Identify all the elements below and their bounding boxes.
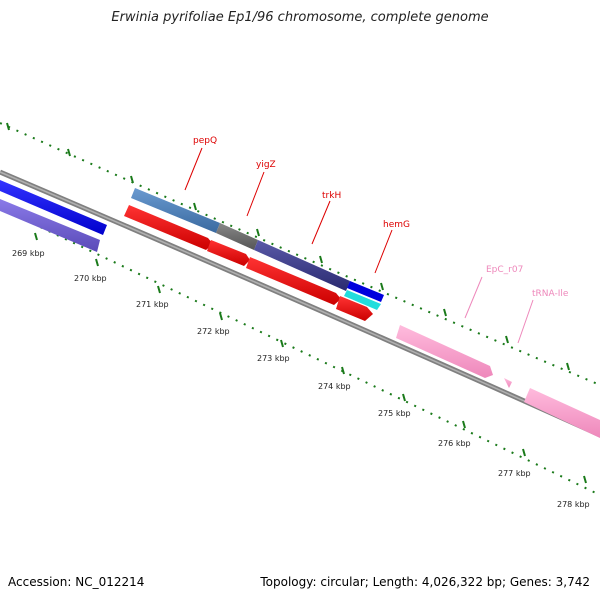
gene-label-trkH: trkH [322,191,341,201]
feature-yigZ[interactable] [216,223,258,250]
tick-label: 274 kbp [318,382,351,391]
tick-label: 278 kbp [557,500,590,509]
feature-red-1[interactable] [124,205,213,250]
genome-backbone [0,169,600,438]
feature-hemG-cyan[interactable] [344,290,381,310]
tick-label: 277 kbp [498,469,531,478]
feature-pepQ[interactable] [131,188,220,233]
outer-major-ticks [6,122,570,371]
inner-major-ticks [34,232,587,484]
gene-label-hemG: hemG [383,220,410,230]
feature-red-3[interactable] [246,257,341,305]
gene-label-EpC_r07: EpC_r07 [486,265,523,275]
topology-label: Topology: circular; Length: 4,026,322 bp… [260,575,590,589]
tick-label: 275 kbp [378,409,411,418]
gene-label-tRNA-Ile: tRNA-Ile [532,289,569,299]
feature-blue-left[interactable] [0,180,107,235]
feature-red-4[interactable] [336,296,373,321]
tick-label: 272 kbp [197,327,230,336]
feature-purple-left[interactable] [0,199,100,252]
outer-tick-ring [0,122,600,386]
tick-label: 269 kbp [12,249,45,258]
feature-red-2[interactable] [207,240,250,266]
tick-label: 271 kbp [136,300,169,309]
map-title: Erwinia pyrifoliae Ep1/96 chromosome, co… [111,10,489,25]
feature-tRNA-Ile[interactable] [504,378,512,388]
gene-leader-lines [184,147,534,344]
accession-label: Accession: NC_012214 [8,575,145,589]
tick-label: 276 kbp [438,439,471,448]
gene-label-yigZ: yigZ [256,160,276,170]
genome-backbone-highlight [0,171,600,436]
feature-hemG[interactable] [347,281,384,302]
feature-trkH[interactable] [254,240,350,291]
inner-tick-ring [0,207,600,496]
feature-pink-right[interactable] [524,388,600,438]
gene-label-pepQ: pepQ [193,136,217,146]
tick-label: 270 kbp [74,274,107,283]
tick-label: 273 kbp [257,354,290,363]
feature-EpC_r07[interactable] [396,325,493,378]
